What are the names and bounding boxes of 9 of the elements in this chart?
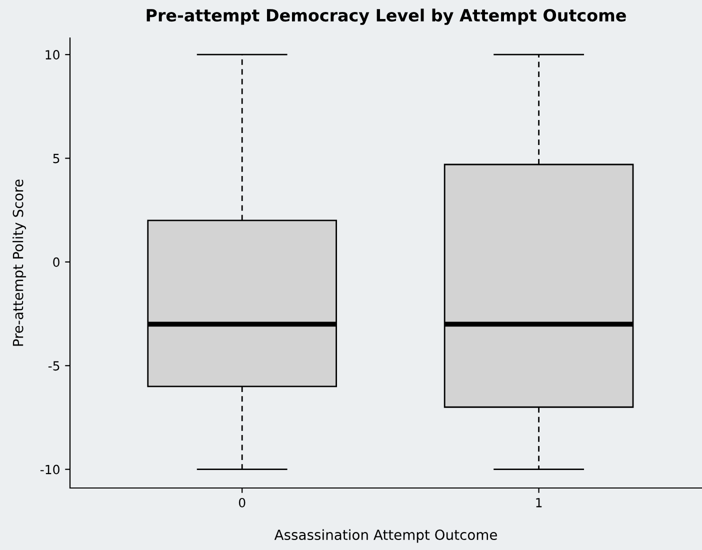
y-tick-label: 5	[53, 154, 60, 164]
y-tick-label: -5	[48, 361, 60, 371]
x-axis-title: Assassination Attempt Outcome	[274, 529, 497, 543]
y-axis-title: Pre-attempt Polity Score	[12, 180, 26, 346]
y-tick-label: 0	[53, 257, 60, 267]
x-tick-label: 1	[536, 498, 542, 508]
y-tick-label: -10	[40, 464, 60, 474]
chart-title: Pre-attempt Democracy Level by Attempt Outcome	[146, 8, 626, 25]
y-tick-label: 10	[46, 50, 60, 60]
